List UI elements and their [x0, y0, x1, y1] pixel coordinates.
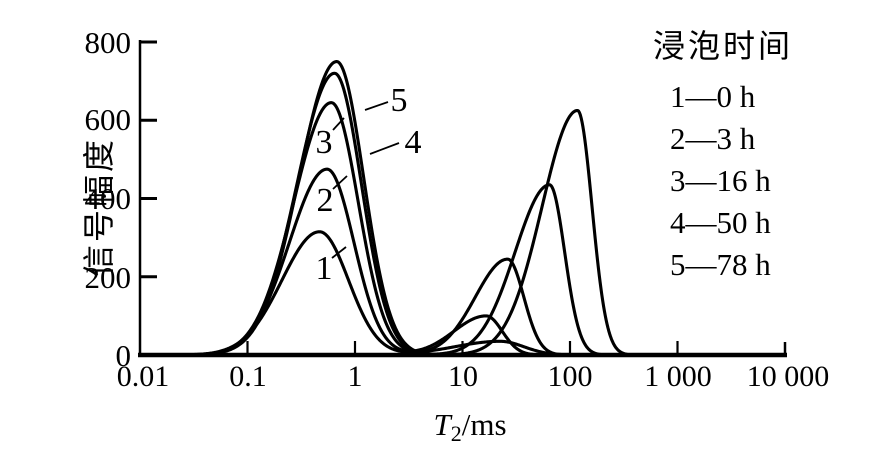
x-axis-unit: /ms: [461, 407, 507, 442]
curve-label-3: 3: [315, 124, 333, 161]
curve-label-2: 2: [316, 182, 334, 219]
y-tick-label: 600: [84, 102, 132, 137]
x-axis-symbol: T: [433, 407, 451, 442]
curve-label-1: 1: [315, 250, 333, 287]
x-axis-title: T2/ms: [433, 409, 506, 445]
curve-label-leader-5: [364, 101, 389, 111]
y-tick-label: 200: [84, 260, 132, 295]
curve-label-leader-3: [332, 117, 345, 131]
x-tick-label: 100: [547, 360, 593, 393]
curve-label-leader-2: [332, 175, 348, 190]
legend-entry: 2—3 h: [670, 121, 756, 156]
curve-label-leader-1: [331, 246, 347, 259]
legend-entry: 5—78 h: [670, 247, 771, 282]
legend-entry: 3—16 h: [670, 163, 771, 198]
y-tick-label: 400: [84, 181, 132, 216]
curve-label-5: 5: [390, 82, 408, 119]
y-tick-label: 0: [115, 338, 132, 373]
x-tick-label: 0.01: [116, 360, 170, 393]
x-tick-label: 0.1: [229, 360, 267, 393]
x-tick-label: 1: [347, 360, 363, 393]
legend-entry: 4—50 h: [670, 205, 771, 240]
x-tick-label: 1 000: [644, 360, 712, 393]
x-tick-label: 10: [448, 360, 478, 393]
curve-label-4: 4: [404, 124, 422, 161]
legend-title: 浸泡时间: [653, 28, 794, 64]
x-tick-label: 10 000: [746, 360, 830, 393]
x-axis-subscript: 2: [450, 421, 462, 446]
y-axis-title: 信号幅度: [81, 136, 117, 278]
series-curve-5: [139, 60, 786, 357]
y-tick-label: 800: [84, 25, 132, 60]
curve-label-leader-4: [369, 142, 400, 155]
legend-entry: 1—0 h: [670, 79, 756, 114]
